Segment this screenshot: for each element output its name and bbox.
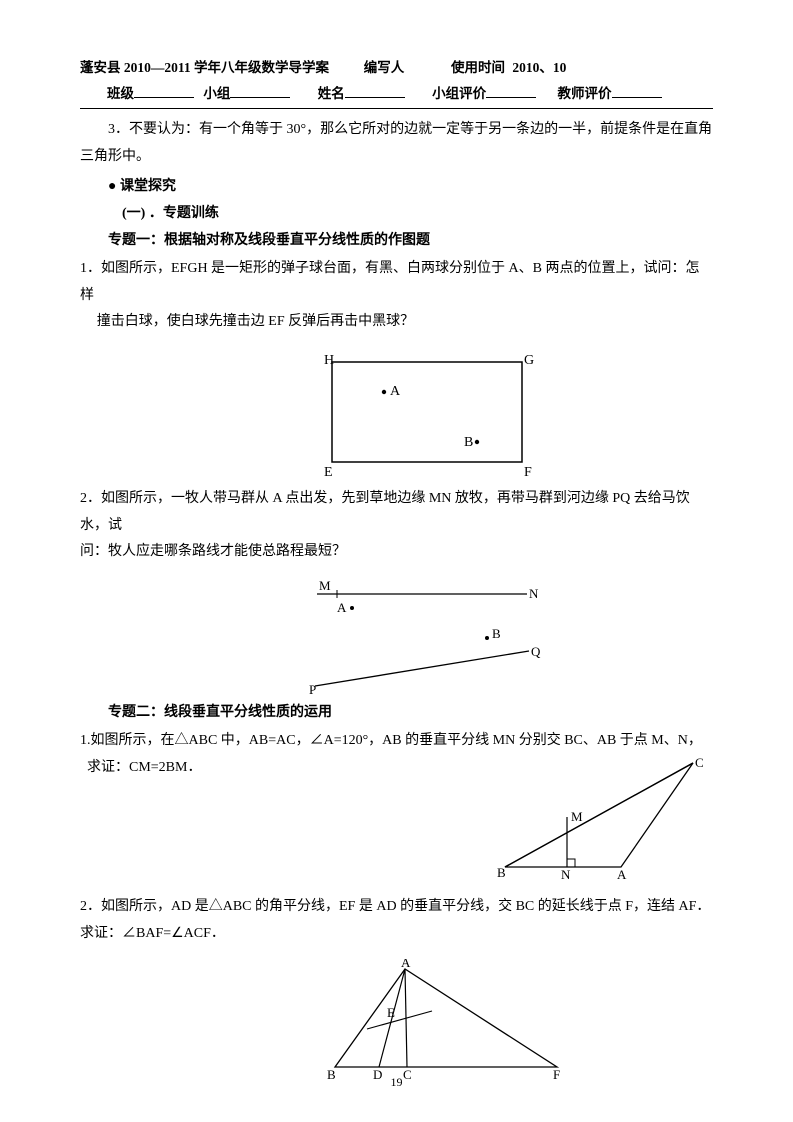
label-A2: A xyxy=(337,600,347,615)
topic-2: 专题二：线段垂直平分线性质的运用 xyxy=(80,700,713,727)
name-blank[interactable] xyxy=(345,83,405,98)
group-eval-blank[interactable] xyxy=(486,83,536,98)
q2-line1: 2．如图所示，一牧人带马群从 A 点出发，先到草地边缘 MN 放牧，再带马群到河… xyxy=(80,486,713,539)
label-C3: C xyxy=(695,755,704,770)
q1-figure-wrap: H G E F A B xyxy=(140,350,713,480)
name-label: 姓名 xyxy=(318,86,345,101)
section-sub1: (一) ．专题训练 xyxy=(80,201,713,228)
header-time-value: 2010、10 xyxy=(512,60,566,75)
q4-line1: 2．如图所示，AD 是△ABC 的角平分线，EF 是 AD 的垂直平分线，交 B… xyxy=(80,894,713,921)
q1-line2: 撞击白球，使白球先撞击边 EF 反弹后再击中黑球？ xyxy=(80,309,713,336)
label-P: P xyxy=(309,682,316,696)
label-H: H xyxy=(324,353,334,368)
q1-figure: H G E F A B xyxy=(312,350,542,480)
label-B3: B xyxy=(497,865,506,880)
q2-figure-wrap: M N A B P Q xyxy=(140,576,713,696)
label-F: F xyxy=(524,465,532,480)
question-4: 2．如图所示，AD 是△ABC 的角平分线，EF 是 AD 的垂直平分线，交 B… xyxy=(80,894,713,947)
q4-line2: 求证：∠BAF=∠ACF． xyxy=(80,921,713,948)
header-rule xyxy=(80,108,713,109)
group-label: 小组 xyxy=(203,86,230,101)
page: 蓬安县 2010—2011 学年八年级数学导学案 编写人 使用时间 2010、1… xyxy=(0,0,793,1122)
label-B: B xyxy=(464,435,473,450)
q4-figure: A B D C F E xyxy=(317,959,577,1079)
header-line-2: 班级 小组 姓名 小组评价 教师评价 xyxy=(80,81,713,107)
q3-figure-wrap: B N A M C xyxy=(493,755,713,880)
label-B2: B xyxy=(492,626,501,641)
intro-item-3: 3．不要认为：有一个角等于 30°，那么它所对的边就一定等于另一条边的一半，前提… xyxy=(80,117,713,170)
page-number: 19 xyxy=(0,1071,793,1094)
group-eval-label: 小组评价 xyxy=(432,86,486,101)
section-bullet: ● 课堂探究 xyxy=(80,174,713,201)
label-E4: E xyxy=(387,1005,395,1020)
label-G: G xyxy=(524,353,534,368)
label-E: E xyxy=(324,465,333,480)
question-1: 1．如图所示，EFGH 是一矩形的弹子球台面，有黑、白两球分别位于 A、B 两点… xyxy=(80,256,713,336)
label-N3: N xyxy=(561,867,571,880)
topic-1: 专题一：根据轴对称及线段垂直平分线性质的作图题 xyxy=(80,228,713,255)
q1-line1: 1．如图所示，EFGH 是一矩形的弹子球台面，有黑、白两球分别位于 A、B 两点… xyxy=(80,256,713,309)
label-A3: A xyxy=(617,867,627,880)
label-M3: M xyxy=(571,809,583,824)
header-time-label: 使用时间 xyxy=(451,60,505,75)
label-M: M xyxy=(319,578,331,593)
class-label: 班级 xyxy=(107,86,134,101)
q3-line2: 求证：CM=2BM． xyxy=(80,755,493,782)
label-Q: Q xyxy=(531,644,541,659)
q4-figure-wrap: A B D C F E xyxy=(180,959,713,1079)
label-A: A xyxy=(390,384,401,399)
q2-figure: M N A B P Q xyxy=(297,576,557,696)
q3-figure: B N A M C xyxy=(493,755,713,880)
question-2: 2．如图所示，一牧人带马群从 A 点出发，先到草地边缘 MN 放牧，再带马群到河… xyxy=(80,486,713,566)
q3-line1: 1.如图所示，在△ABC 中，AB=AC，∠A=120°，AB 的垂直平分线 M… xyxy=(80,728,713,755)
question-3: 1.如图所示，在△ABC 中，AB=AC，∠A=120°，AB 的垂直平分线 M… xyxy=(80,728,713,880)
header-line-1: 蓬安县 2010—2011 学年八年级数学导学案 编写人 使用时间 2010、1… xyxy=(80,55,713,81)
teacher-eval-label: 教师评价 xyxy=(558,86,612,101)
group-blank[interactable] xyxy=(230,83,290,98)
header-left: 蓬安县 2010—2011 学年八年级数学导学案 xyxy=(80,60,329,75)
teacher-eval-blank[interactable] xyxy=(612,83,662,98)
label-N: N xyxy=(529,586,539,601)
header-author-label: 编写人 xyxy=(364,60,405,75)
class-blank[interactable] xyxy=(134,83,194,98)
label-A4: A xyxy=(401,959,411,970)
q2-line2: 问：牧人应走哪条路线才能使总路程最短？ xyxy=(80,539,713,566)
